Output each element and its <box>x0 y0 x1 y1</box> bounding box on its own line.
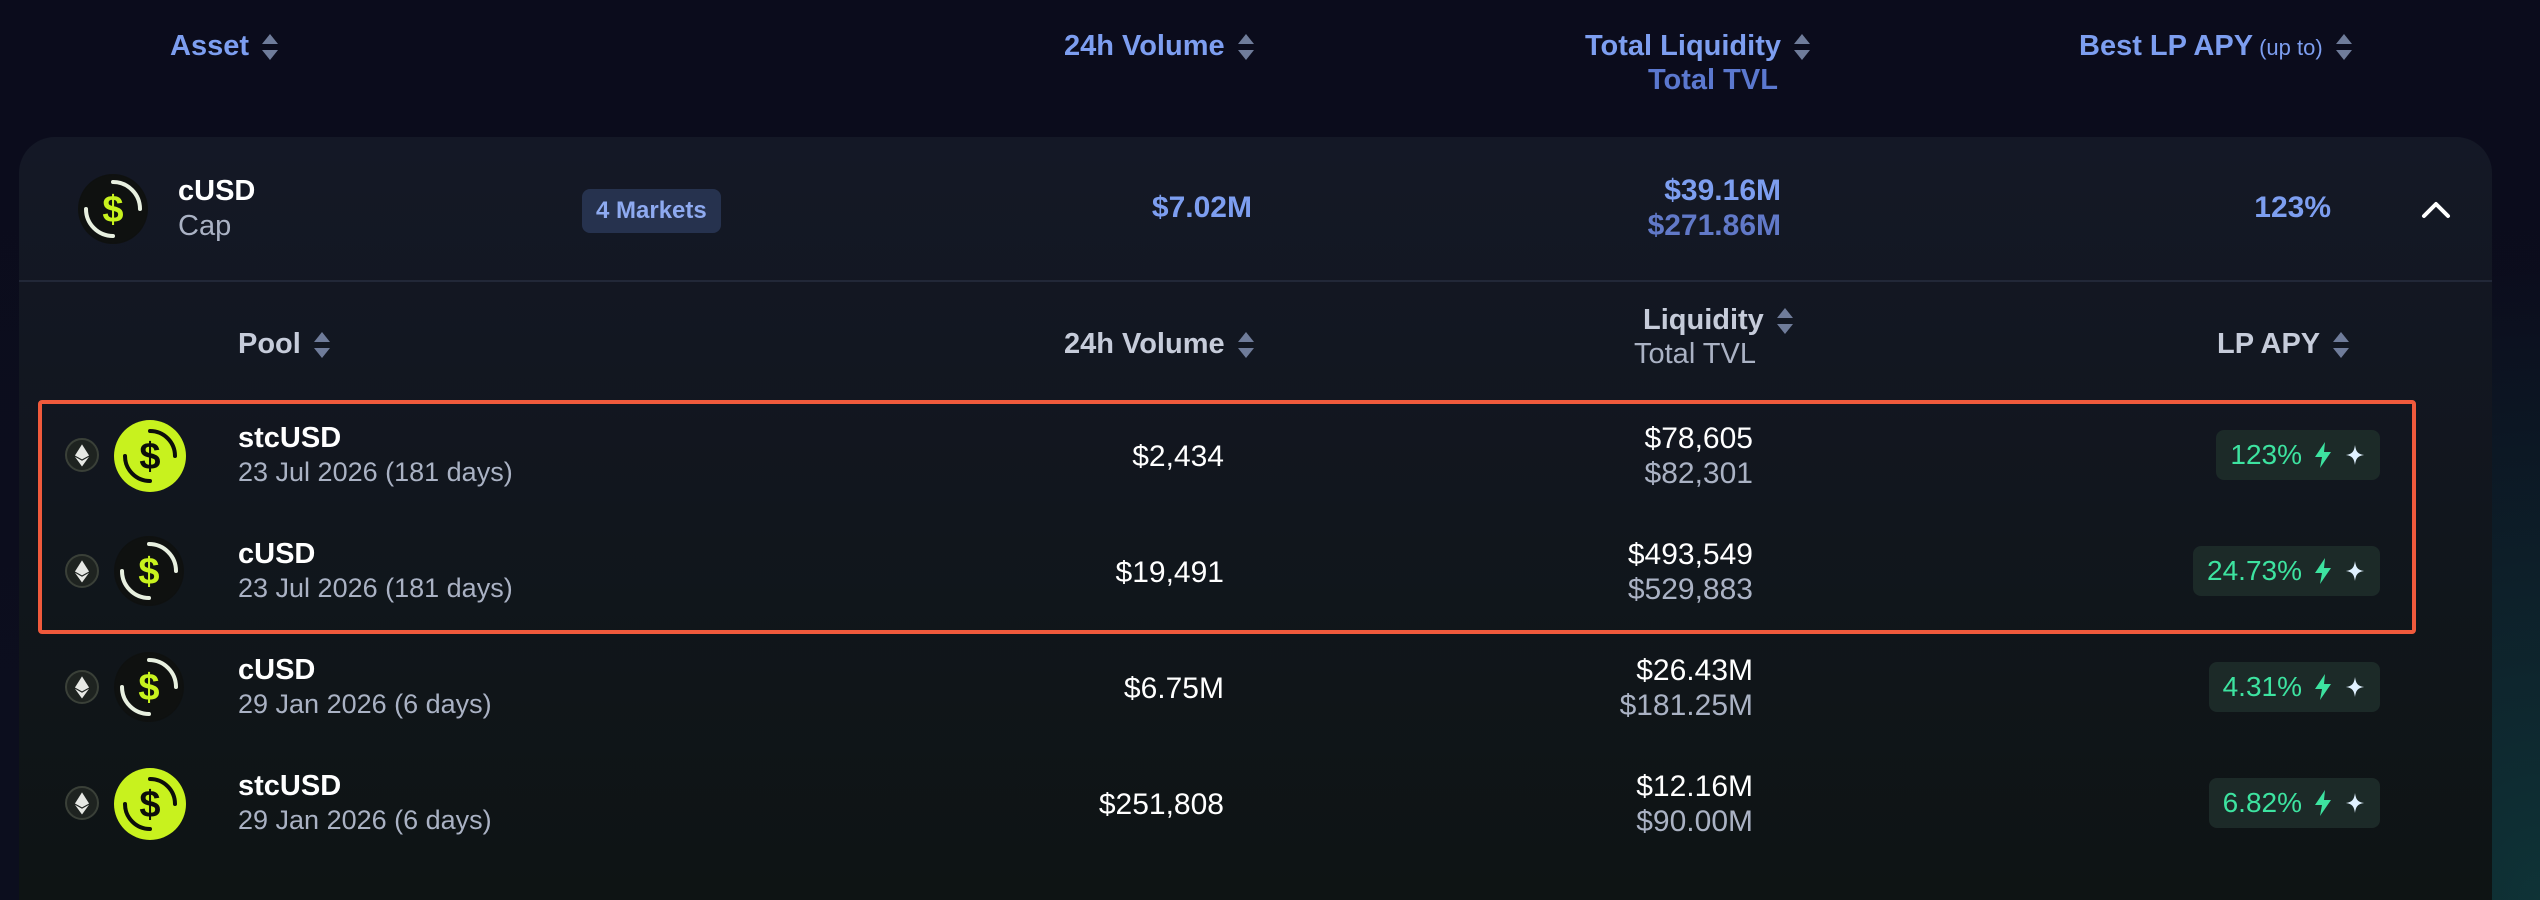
sort-icon[interactable] <box>1793 32 1811 62</box>
bolt-icon <box>2312 789 2334 817</box>
cusd-coin-icon: $ <box>114 536 184 606</box>
sort-icon[interactable] <box>1237 330 1255 360</box>
pool-24h-volume: $2,434 <box>990 440 1224 474</box>
pool-name: stcUSD <box>238 770 341 803</box>
collapse-chevron-up-icon[interactable] <box>2418 192 2454 228</box>
pool-liquidity: $78,605 <box>1490 422 1753 456</box>
asset-best-apy: 123% <box>2169 191 2331 225</box>
asset-24h-volume: $7.02M <box>1019 191 1252 225</box>
svg-text:$: $ <box>102 189 123 231</box>
ethereum-icon <box>65 786 99 820</box>
stcusd-coin-icon: $ <box>114 768 186 840</box>
pool-total-tvl: $529,883 <box>1490 573 1753 607</box>
sparkle-icon <box>2344 673 2366 701</box>
pool-header-24h-volume-label: 24h Volume <box>1064 328 1225 360</box>
pool-header-lp-apy-label: LP APY <box>2217 328 2320 360</box>
pool-row[interactable]: $ stcUSD 23 Jul 2026 (181 days) $2,434 $78,6… <box>40 400 2410 510</box>
svg-text:$: $ <box>139 436 160 478</box>
pool-24h-volume: $251,808 <box>990 788 1224 822</box>
pool-name: cUSD <box>238 538 315 571</box>
pool-total-tvl: $82,301 <box>1490 457 1753 491</box>
ethereum-icon <box>65 670 99 704</box>
sparkle-icon <box>2344 441 2366 469</box>
pool-24h-volume: $19,491 <box>990 556 1224 590</box>
lp-apy-pill[interactable]: 24.73% <box>2193 546 2380 596</box>
pool-row[interactable]: $ cUSD 29 Jan 2026 (6 days) $6.75M $26.43M $1… <box>40 632 2410 742</box>
sort-icon[interactable] <box>1776 306 1794 336</box>
column-header-asset-label: Asset <box>170 30 249 62</box>
column-header-best-lp-apy[interactable]: Best LP APY (up to) <box>2079 30 2353 63</box>
pool-maturity: 29 Jan 2026 (6 days) <box>238 689 492 720</box>
pool-header-24h-volume[interactable]: 24h Volume <box>1064 328 1255 361</box>
stcusd-coin-icon: $ <box>114 420 186 492</box>
lp-apy-pill[interactable]: 6.82% <box>2209 778 2380 828</box>
svg-text:$: $ <box>138 667 159 709</box>
pool-total-tvl: $181.25M <box>1490 689 1753 723</box>
sort-icon[interactable] <box>2335 32 2353 62</box>
pool-total-tvl: $90.00M <box>1490 805 1753 839</box>
sort-icon[interactable] <box>313 330 331 360</box>
cusd-coin-icon: $ <box>114 652 184 722</box>
lp-apy-pill[interactable]: 4.31% <box>2209 662 2380 712</box>
asset-row-cusd[interactable]: $ cUSD Cap 4 Markets $7.02M $39.16M $271… <box>19 137 2492 282</box>
pool-header-pool-label: Pool <box>238 328 301 360</box>
pool-maturity: 23 Jul 2026 (181 days) <box>238 573 513 604</box>
pool-maturity: 23 Jul 2026 (181 days) <box>238 457 513 488</box>
pool-header-lp-apy[interactable]: LP APY <box>2217 328 2350 361</box>
lp-apy-value: 123% <box>2230 430 2302 480</box>
pool-row[interactable]: $ cUSD 23 Jul 2026 (181 days) $19,491 $493,5… <box>40 516 2410 626</box>
ethereum-icon <box>65 554 99 588</box>
column-header-asset[interactable]: Asset <box>170 30 279 63</box>
sparkle-icon <box>2344 789 2366 817</box>
column-header-total-liquidity-label: Total Liquidity <box>1585 30 1781 62</box>
pool-maturity: 29 Jan 2026 (6 days) <box>238 805 492 836</box>
pool-header-pool[interactable]: Pool <box>238 328 331 361</box>
sparkle-icon <box>2344 557 2366 585</box>
cusd-coin-icon: $ <box>78 174 148 244</box>
sort-icon[interactable] <box>1237 32 1255 62</box>
asset-total-tvl: $271.86M <box>1419 209 1781 243</box>
pool-24h-volume: $6.75M <box>990 672 1224 706</box>
pool-header-total-tvl: Total TVL <box>1634 338 1756 371</box>
ethereum-icon <box>65 438 99 472</box>
svg-text:$: $ <box>138 551 159 593</box>
lp-apy-value: 24.73% <box>2207 546 2302 596</box>
pool-name: stcUSD <box>238 422 341 455</box>
bolt-icon <box>2312 673 2334 701</box>
asset-total-liquidity: $39.16M <box>1419 174 1781 208</box>
bolt-icon <box>2312 557 2334 585</box>
column-header-best-lp-apy-label: Best LP APY <box>2079 30 2253 62</box>
pool-name: cUSD <box>238 654 315 687</box>
pool-header-liquidity-label: Liquidity <box>1643 304 1764 336</box>
asset-symbol: cUSD <box>178 175 255 208</box>
bolt-icon <box>2312 441 2334 469</box>
pool-header-liquidity[interactable]: Liquidity <box>1643 304 1794 337</box>
asset-name: Cap <box>178 210 231 243</box>
column-header-best-lp-apy-suffix: (up to) <box>2259 35 2323 60</box>
markets-badge: 4 Markets <box>582 189 721 233</box>
pool-liquidity: $12.16M <box>1490 770 1753 804</box>
pool-row[interactable]: $ stcUSD 29 Jan 2026 (6 days) $251,808 $12.1… <box>40 748 2410 858</box>
column-header-24h-volume[interactable]: 24h Volume <box>1064 30 1255 63</box>
lp-apy-pill[interactable]: 123% <box>2216 430 2380 480</box>
sort-icon[interactable] <box>2332 330 2350 360</box>
svg-text:$: $ <box>139 784 160 826</box>
pool-liquidity: $493,549 <box>1490 538 1753 572</box>
column-header-total-tvl: Total TVL <box>1648 64 1778 97</box>
lp-apy-value: 4.31% <box>2223 662 2302 712</box>
lp-apy-value: 6.82% <box>2223 778 2302 828</box>
pool-liquidity: $26.43M <box>1490 654 1753 688</box>
column-header-total-liquidity[interactable]: Total Liquidity <box>1585 30 1811 63</box>
sort-icon[interactable] <box>261 32 279 62</box>
column-header-24h-volume-label: 24h Volume <box>1064 30 1225 62</box>
